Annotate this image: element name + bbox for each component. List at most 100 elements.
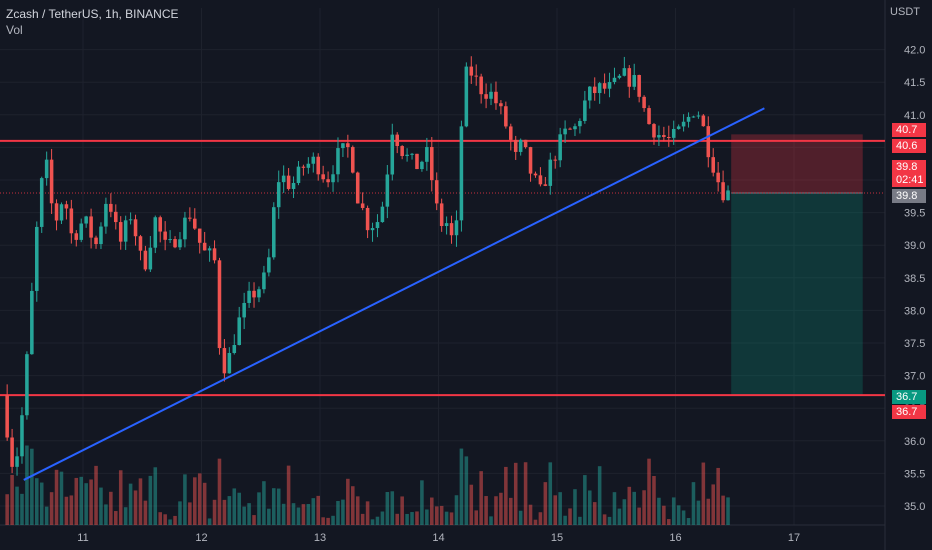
candle-body (326, 179, 330, 183)
candlesticks (5, 56, 730, 476)
volume-bar (281, 503, 286, 525)
volume-bar (489, 516, 493, 525)
volume-bar (272, 488, 276, 525)
candle-body (509, 126, 513, 140)
candle-body (370, 228, 375, 231)
stop-price-tag: 40.7 (892, 123, 926, 137)
volume-bar (583, 475, 587, 525)
volume-bar (390, 491, 395, 525)
candle-body (632, 75, 636, 87)
candle-body (469, 66, 474, 76)
volume-bar (563, 515, 567, 525)
volume-bar (242, 506, 246, 525)
volume-bar (701, 462, 706, 525)
volume-bar (79, 476, 83, 525)
candle-body (128, 219, 133, 221)
volume-bar (168, 519, 172, 525)
volume-bar (647, 458, 651, 525)
candle-body (25, 354, 29, 416)
candle-body (686, 116, 691, 122)
target-price-tag: 36.7 (892, 390, 926, 404)
volume-bar (578, 516, 582, 525)
volume-indicator-label[interactable]: Vol (6, 23, 23, 37)
volume-bar (301, 504, 306, 525)
candle-body (351, 147, 355, 173)
volume-bar (193, 477, 197, 525)
volume-bar (44, 506, 49, 525)
candle-body (667, 136, 671, 138)
volume-bar (484, 496, 488, 525)
volume-bar (430, 497, 434, 525)
candle-body (39, 178, 44, 227)
volume-bar (286, 465, 291, 525)
volume-bar (602, 514, 607, 525)
candle-body (425, 147, 429, 162)
candle-body (420, 161, 424, 170)
volume-bar (528, 504, 533, 525)
candle-body (296, 166, 301, 183)
candle-body (74, 233, 79, 240)
candle-body (489, 91, 493, 99)
volume-bar (375, 516, 380, 525)
candle-body (54, 203, 59, 221)
candle-body (242, 302, 246, 318)
volume-bar (652, 475, 656, 525)
candle-body (513, 139, 518, 152)
volume-bar (420, 480, 424, 525)
volume-bar (513, 462, 518, 525)
candle-body (390, 134, 395, 175)
candle-body (163, 231, 167, 240)
volume-bar (667, 519, 671, 525)
time-tick-label: 11 (77, 532, 88, 544)
price-tick-label: 35.0 (904, 501, 925, 513)
volume-bar (499, 492, 503, 525)
candle-body (548, 159, 553, 186)
candle-body (459, 126, 464, 221)
symbol-title: Zcash / TetherUS, 1h, BINANCE (6, 7, 179, 21)
candle-body (281, 175, 286, 183)
volume-bar (400, 496, 404, 525)
candle-body (316, 156, 320, 175)
candle-body (449, 223, 454, 236)
candle-body (721, 182, 725, 201)
candle-body (252, 290, 256, 298)
volume-bar (380, 511, 385, 525)
volume-bar (99, 487, 103, 525)
candle-body (341, 143, 345, 149)
candle-body (385, 174, 390, 207)
volume-bar (444, 511, 449, 525)
volume-bar (133, 490, 138, 525)
volume-bar (252, 515, 256, 525)
candle-body (104, 203, 108, 227)
time-tick-label: 15 (551, 532, 563, 544)
candle-body (153, 217, 158, 248)
candle-body (434, 180, 439, 204)
bar-countdown: 02:41 (892, 174, 926, 187)
candle-body (118, 222, 123, 242)
candle-body (430, 147, 434, 181)
candle-body (237, 317, 241, 346)
volume-bars (5, 445, 730, 525)
candle-body (622, 68, 627, 76)
candle-body (133, 219, 138, 237)
candle-body (617, 75, 622, 78)
candle-body (543, 184, 548, 186)
volume-bar (365, 501, 370, 525)
time-tick-label: 12 (195, 532, 207, 544)
candle-body (479, 76, 483, 95)
volume-bar (326, 517, 330, 525)
volume-bar (523, 462, 528, 525)
volume-bar (59, 471, 64, 525)
candle-body (464, 66, 469, 127)
price-tick-label: 38.0 (904, 305, 925, 317)
candle-body (267, 257, 271, 273)
candle-body (227, 353, 232, 374)
price-tick-label: 39.5 (904, 208, 925, 220)
volume-bar (637, 507, 641, 525)
volume-bar (291, 503, 296, 525)
candle-body (114, 211, 118, 223)
candle-body (647, 108, 651, 125)
candle-body (5, 395, 9, 438)
time-tick-label: 14 (432, 532, 444, 544)
